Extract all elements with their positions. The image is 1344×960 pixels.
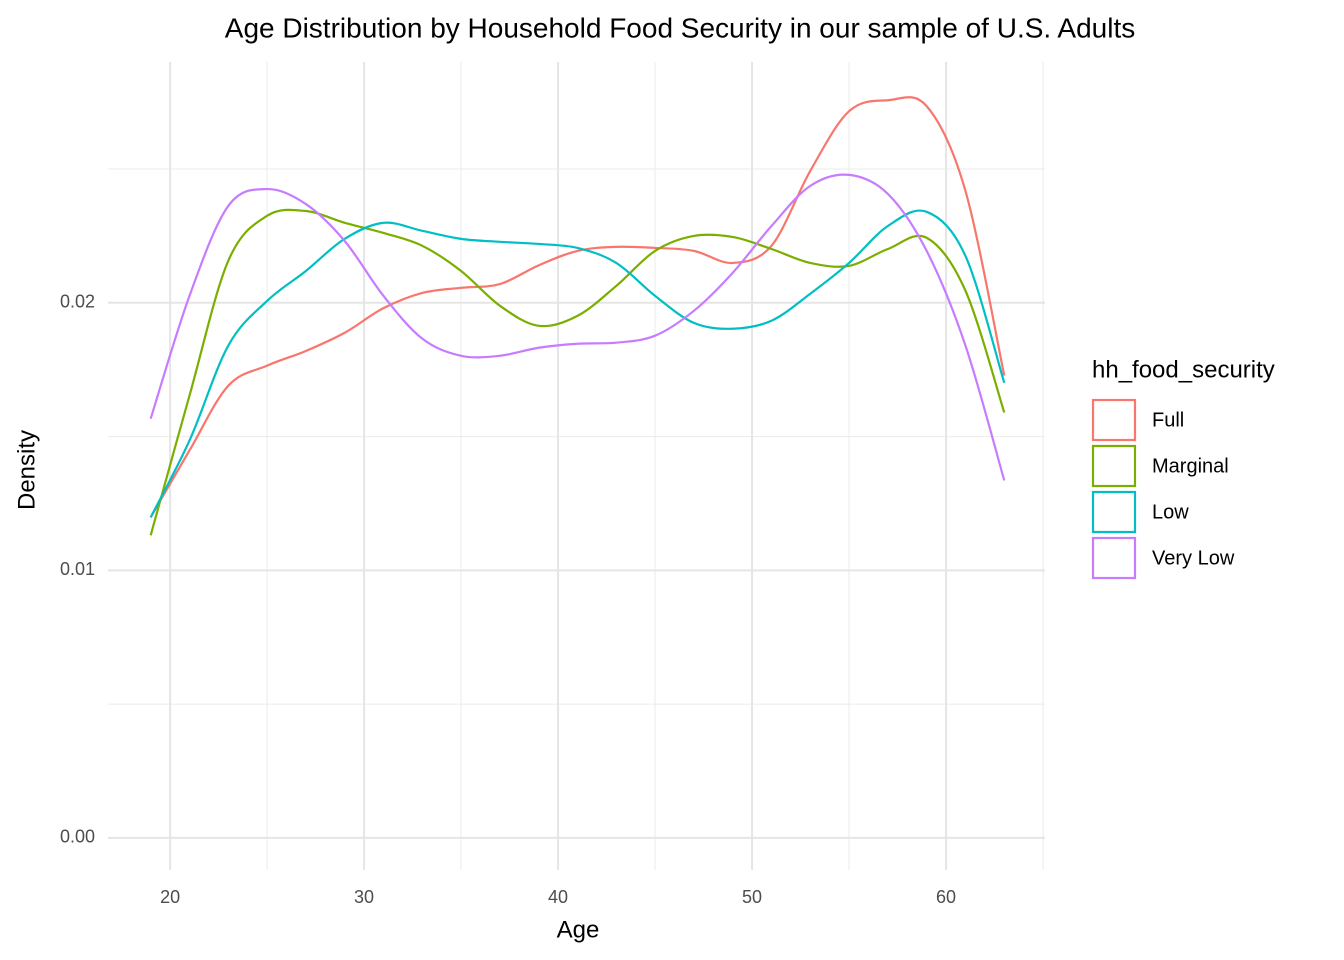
density-line [149,209,1006,518]
x-tick-label: 30 [354,887,374,907]
density-line [149,173,1006,481]
chart-title: Age Distribution by Household Food Secur… [225,12,1135,43]
legend-label: Marginal [1152,455,1229,477]
legend-title: hh_food_security [1092,356,1275,383]
legend-key [1091,398,1137,442]
legend-key [1091,490,1137,534]
legend-label: Very Low [1152,547,1235,569]
x-tick-label: 60 [936,887,956,907]
x-axis-title: Age [557,916,600,943]
y-tick-label: 0.02 [60,292,95,312]
x-tick-label: 50 [742,887,762,907]
y-tick-label: 0.00 [60,827,95,847]
density-line [149,208,1006,536]
y-tick-label: 0.01 [60,559,95,579]
legend-key [1091,536,1137,580]
density-line [149,96,1006,518]
x-tick-label: 40 [548,887,568,907]
legend-key [1091,444,1137,488]
legend-label: Full [1152,409,1184,431]
y-axis-title: Density [13,430,40,510]
legend-label: Low [1152,501,1189,523]
x-tick-label: 20 [160,887,180,907]
